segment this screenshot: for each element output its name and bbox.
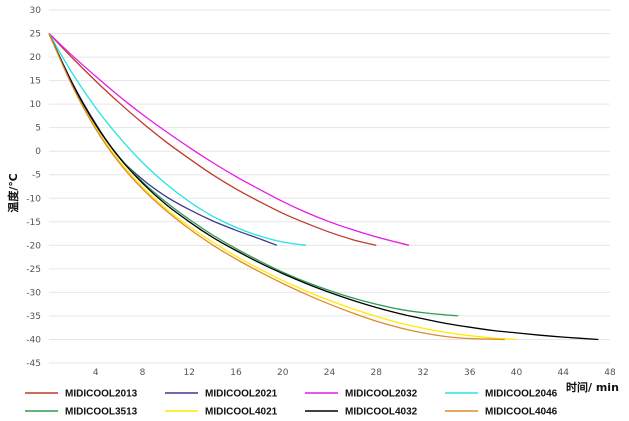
legend-label: MIDICOOL4021 [205,407,278,418]
y-tick-label: 20 [30,53,42,63]
x-tick-label: 44 [558,368,570,378]
series-line-midicool4032 [48,33,599,341]
legend-label: MIDICOOL4046 [485,407,558,418]
y-tick-label: -35 [26,312,41,322]
y-tick-label: 25 [30,30,41,40]
y-tick-label: -10 [26,194,41,204]
x-tick-label: 12 [184,368,195,378]
x-tick-label: 28 [371,368,383,378]
legend-label: MIDICOOL2013 [65,389,138,400]
legend-label: MIDICOOL3513 [65,407,138,418]
legend-label: MIDICOOL2046 [485,389,558,400]
x-axis-title: 时间/ min [566,380,619,394]
y-axis-ticks: 30 25 20 15 10 5 0 -5 -10 -15 -20 -25 -30 -35 -40 -45 [26,6,41,369]
x-tick-label: 36 [464,368,476,378]
legend-label: MIDICOOL4032 [345,407,418,418]
series-line-midicool4021 [48,33,517,341]
y-tick-label: -20 [26,241,41,251]
y-tick-label: -45 [26,359,41,369]
y-tick-label: -40 [26,335,41,345]
y-tick-label: 10 [30,100,42,110]
series-line-midicool4046 [48,33,505,341]
x-tick-label: 24 [324,368,336,378]
y-tick-label: -30 [26,288,41,298]
legend-label: MIDICOOL2021 [205,389,278,400]
series-line-midicool2046 [48,33,307,246]
grid-layer [49,9,610,364]
legend-label: MIDICOOL2032 [345,389,418,400]
x-tick-label: 4 [93,368,99,378]
y-tick-label: 0 [35,147,41,157]
series-line-midicool2032 [48,33,410,246]
legend: MIDICOOL2013 MIDICOOL2021 MIDICOOL2032 MIDI… [25,389,558,418]
y-tick-label: -25 [26,265,41,275]
x-tick-label: 16 [230,368,242,378]
x-tick-label: 32 [417,368,428,378]
y-tick-label: -5 [32,171,41,181]
y-tick-label: 5 [35,124,41,134]
x-tick-label: 40 [511,368,523,378]
y-tick-label: 15 [30,77,41,87]
y-tick-label: -15 [26,218,41,228]
x-tick-label: 20 [277,368,289,378]
y-axis-title: 温度/℃ [6,173,20,212]
series-layer [48,33,599,341]
x-tick-label: 8 [140,368,146,378]
x-axis-ticks: 4 8 12 16 20 24 28 32 36 40 44 48 [93,368,616,378]
y-tick-label: 30 [30,6,42,16]
x-tick-label: 48 [604,368,616,378]
series-line-midicool2013 [48,33,377,246]
